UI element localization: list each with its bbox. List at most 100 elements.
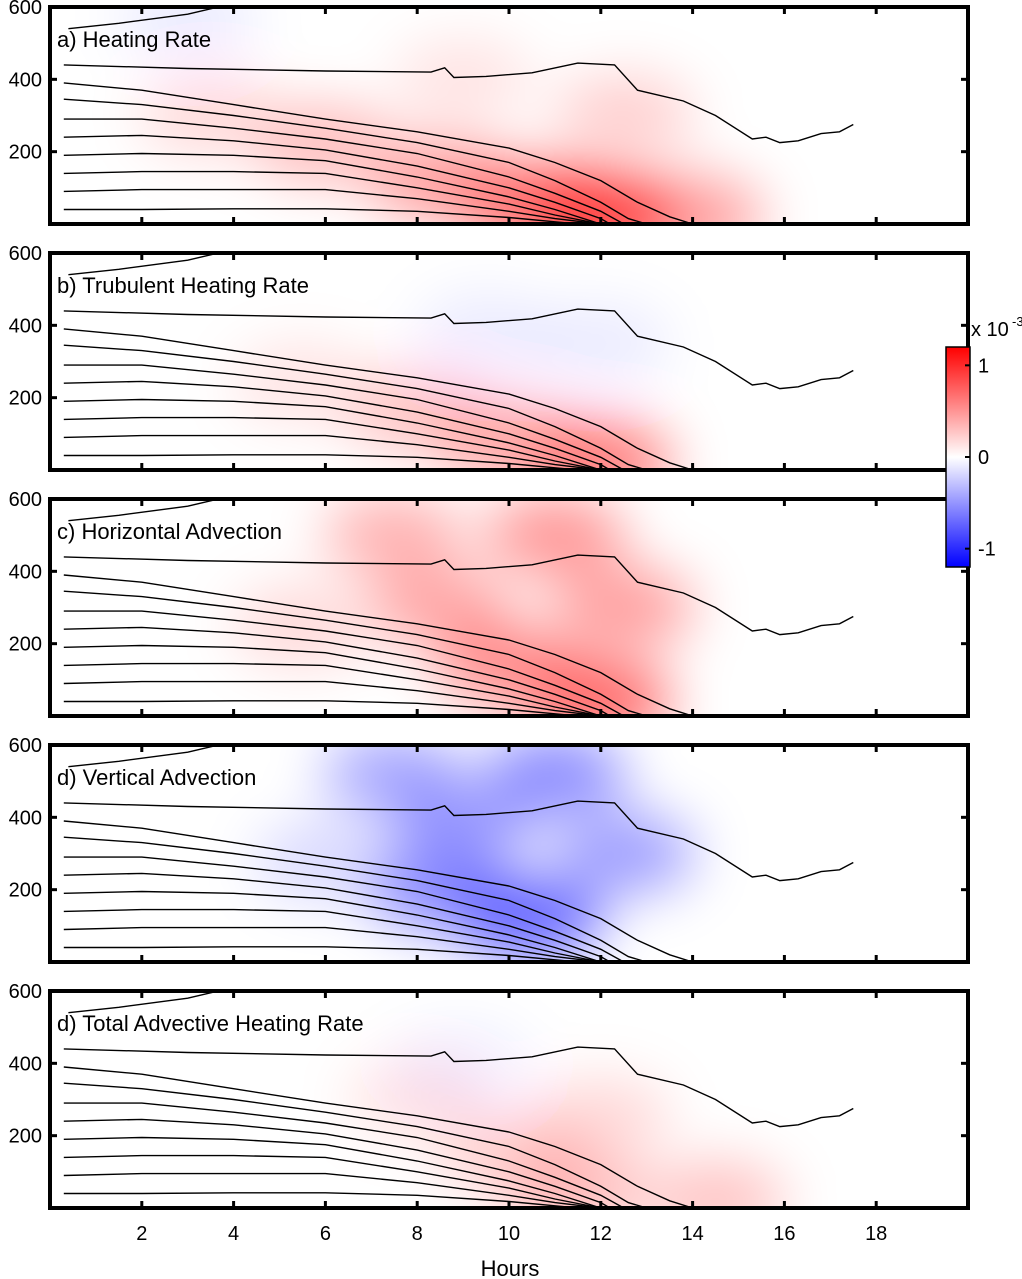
heatmap-cell — [393, 1023, 534, 1104]
heatmap-cell — [370, 849, 511, 930]
heatmap-field — [232, 499, 694, 716]
colorbar: 1 0 -1 x 10 -3 — [945, 314, 1022, 568]
x-tick-label: 12 — [590, 1223, 612, 1245]
contour-lines — [63, 745, 854, 962]
contour-lines — [63, 7, 854, 224]
contour-line — [63, 836, 647, 962]
heatmap-cell — [484, 499, 625, 576]
contour-line — [63, 82, 693, 224]
y-tick-label: 600 — [9, 0, 42, 19]
heatmap-cell — [370, 140, 511, 221]
panel-title: a) Heating Rate — [57, 27, 211, 52]
panel-5: 2 4 6 8 10 12 14 16 18 200 400 600 d) Total Advectiv… — [9, 981, 970, 1245]
contour-lines — [63, 991, 854, 1208]
heatmap-field — [255, 745, 694, 959]
y-tick-label: 400 — [9, 1053, 42, 1075]
contour-line — [63, 380, 611, 470]
contour-line — [63, 1172, 601, 1208]
x-axis-label: Hours — [481, 1256, 540, 1279]
x-tick-label: 4 — [228, 1223, 239, 1245]
heatmap-cell — [530, 303, 671, 384]
heatmap-cell — [416, 292, 557, 373]
contour-line — [63, 1192, 578, 1208]
heatmap-cell — [645, 1160, 786, 1208]
contour-line — [63, 700, 578, 716]
contour-line — [63, 344, 647, 470]
panel-title: c) Horizontal Advection — [57, 519, 282, 544]
y-tick-label: 600 — [9, 981, 42, 1003]
contour-line — [63, 170, 601, 224]
y-tick-label: 200 — [9, 388, 42, 410]
contour-line — [63, 416, 601, 470]
contour-line — [63, 610, 625, 716]
panel-title: b) Trubulent Heating Rate — [57, 273, 309, 298]
contour-line — [63, 554, 854, 636]
y-tick-label: 200 — [9, 634, 42, 656]
contour-line — [63, 926, 601, 962]
y-tick-label: 200 — [9, 1126, 42, 1148]
panel-4: 200 400 600 d) Vertical Advection — [9, 735, 970, 964]
contour-lines — [63, 499, 854, 716]
contour-line — [63, 152, 602, 224]
y-tick-label: 400 — [9, 561, 42, 583]
heatmap-field — [117, 7, 763, 224]
heatmap-cell — [393, 39, 534, 120]
heatmap-cell — [622, 176, 763, 224]
y-tick-label: 200 — [9, 880, 42, 902]
contour-line — [63, 574, 693, 716]
contour-line — [63, 134, 611, 224]
panel-1: 200 400 600 a) Heating Rate — [9, 0, 970, 226]
contour-line — [63, 1046, 854, 1128]
contour-line — [63, 98, 647, 224]
x-tick-label: 14 — [681, 1223, 703, 1245]
panel-title: d) Vertical Advection — [57, 765, 256, 790]
contour-line — [63, 800, 854, 882]
colorbar-tick-label: -1 — [978, 539, 996, 561]
contour-line — [63, 1136, 602, 1208]
x-tick-label: 6 — [320, 1223, 331, 1245]
contour-line — [63, 454, 578, 470]
x-tick-label: 16 — [773, 1223, 795, 1245]
contour-line — [63, 856, 625, 962]
heatmap-cell — [553, 813, 694, 894]
y-tick-label: 600 — [9, 243, 42, 265]
contour-line — [63, 644, 602, 716]
contour-line — [63, 1082, 647, 1208]
panels-group: 200 400 600 a) Heating Rate 200 400 600 b) Trub… — [9, 0, 970, 1245]
colorbar-exponent-sup: -3 — [1012, 314, 1022, 329]
y-tick-label: 400 — [9, 315, 42, 337]
x-tick-label: 10 — [498, 1223, 520, 1245]
contour-line — [63, 590, 647, 716]
heatmap-cell — [232, 585, 373, 666]
y-tick-label: 200 — [9, 142, 42, 164]
contour-line — [63, 680, 601, 716]
heatmap-cell — [370, 567, 511, 648]
contour-line — [63, 946, 578, 962]
contour-line — [63, 1118, 611, 1208]
heatmap-cell — [553, 75, 694, 156]
x-tick-label: 8 — [412, 1223, 423, 1245]
contour-line — [63, 820, 693, 962]
panel-title: d) Total Advective Heating Rate — [57, 1011, 364, 1036]
y-tick-label: 400 — [9, 807, 42, 829]
contour-lines — [63, 253, 854, 470]
heatmap-cell — [439, 625, 579, 706]
contour-line — [63, 398, 602, 470]
contour-line — [63, 208, 578, 224]
panel-2: 200 400 600 b) Trubulent Heating Rate — [9, 243, 970, 472]
heatmap-cell — [484, 745, 625, 814]
heatmap-cell — [553, 567, 694, 648]
contour-line — [63, 328, 693, 470]
y-tick-label: 600 — [9, 735, 42, 757]
heatmap-cell — [530, 1077, 671, 1158]
contour-line — [63, 188, 601, 224]
contour-line — [63, 434, 601, 470]
contour-line — [63, 308, 854, 390]
colorbar-exponent: x 10 — [971, 319, 1009, 341]
contour-line — [63, 890, 602, 962]
contour-line — [63, 118, 625, 224]
y-tick-label: 400 — [9, 69, 42, 91]
heatmap-field — [232, 292, 671, 470]
x-tick-label: 18 — [865, 1223, 887, 1245]
